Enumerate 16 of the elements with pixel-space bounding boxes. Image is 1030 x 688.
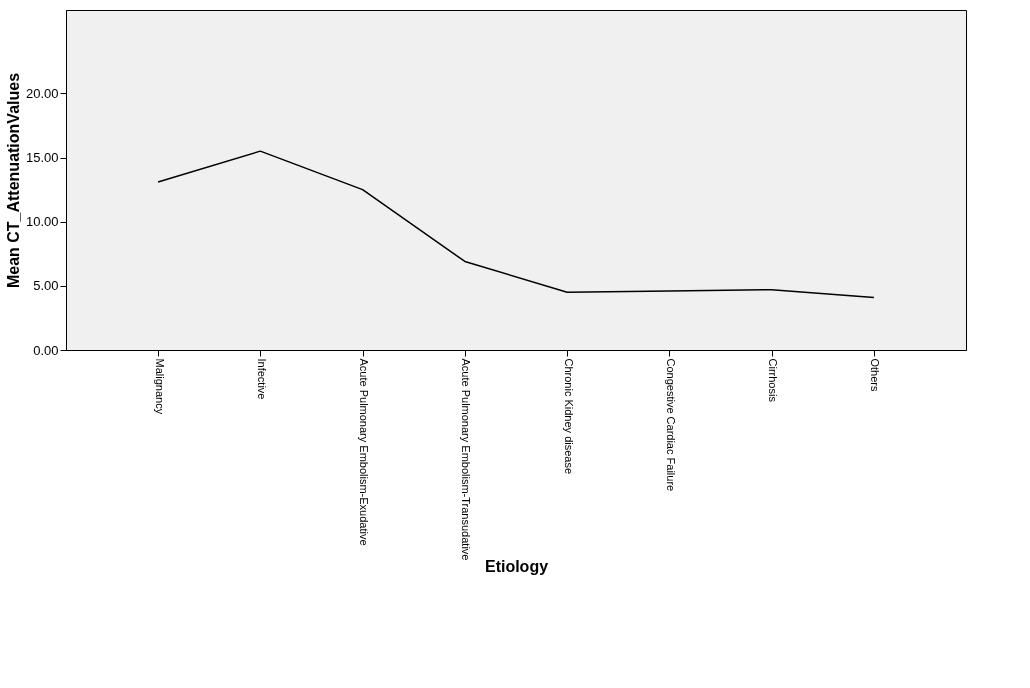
- y-tick-label: 0.00: [33, 342, 59, 358]
- y-tick-label: 15.00: [25, 150, 59, 166]
- y-axis-title: Mean CT_AttenuationValues: [4, 72, 22, 289]
- x-tick-label: Infective: [255, 358, 268, 400]
- x-tick-label: Acute Pulmonary Embolism-Exudative: [358, 358, 371, 546]
- x-axis-title: Etiology: [484, 557, 549, 575]
- y-tick-label: 10.00: [25, 214, 59, 230]
- x-tick-label: Chronic Kidney disease: [562, 358, 575, 475]
- x-tick-label: Malignancy: [153, 358, 166, 415]
- y-tick-label: 5.00: [33, 278, 59, 294]
- x-tick-label: Acute Pulmonary Embolism-Transudative: [460, 358, 473, 561]
- x-tick-label: Others: [869, 358, 882, 393]
- y-tick-label: 20.00: [25, 85, 59, 101]
- line-series: [157, 150, 875, 299]
- x-tick-label: Cirrhosis: [767, 358, 780, 403]
- x-tick-label: Congestive Cardiac Failure: [664, 358, 677, 492]
